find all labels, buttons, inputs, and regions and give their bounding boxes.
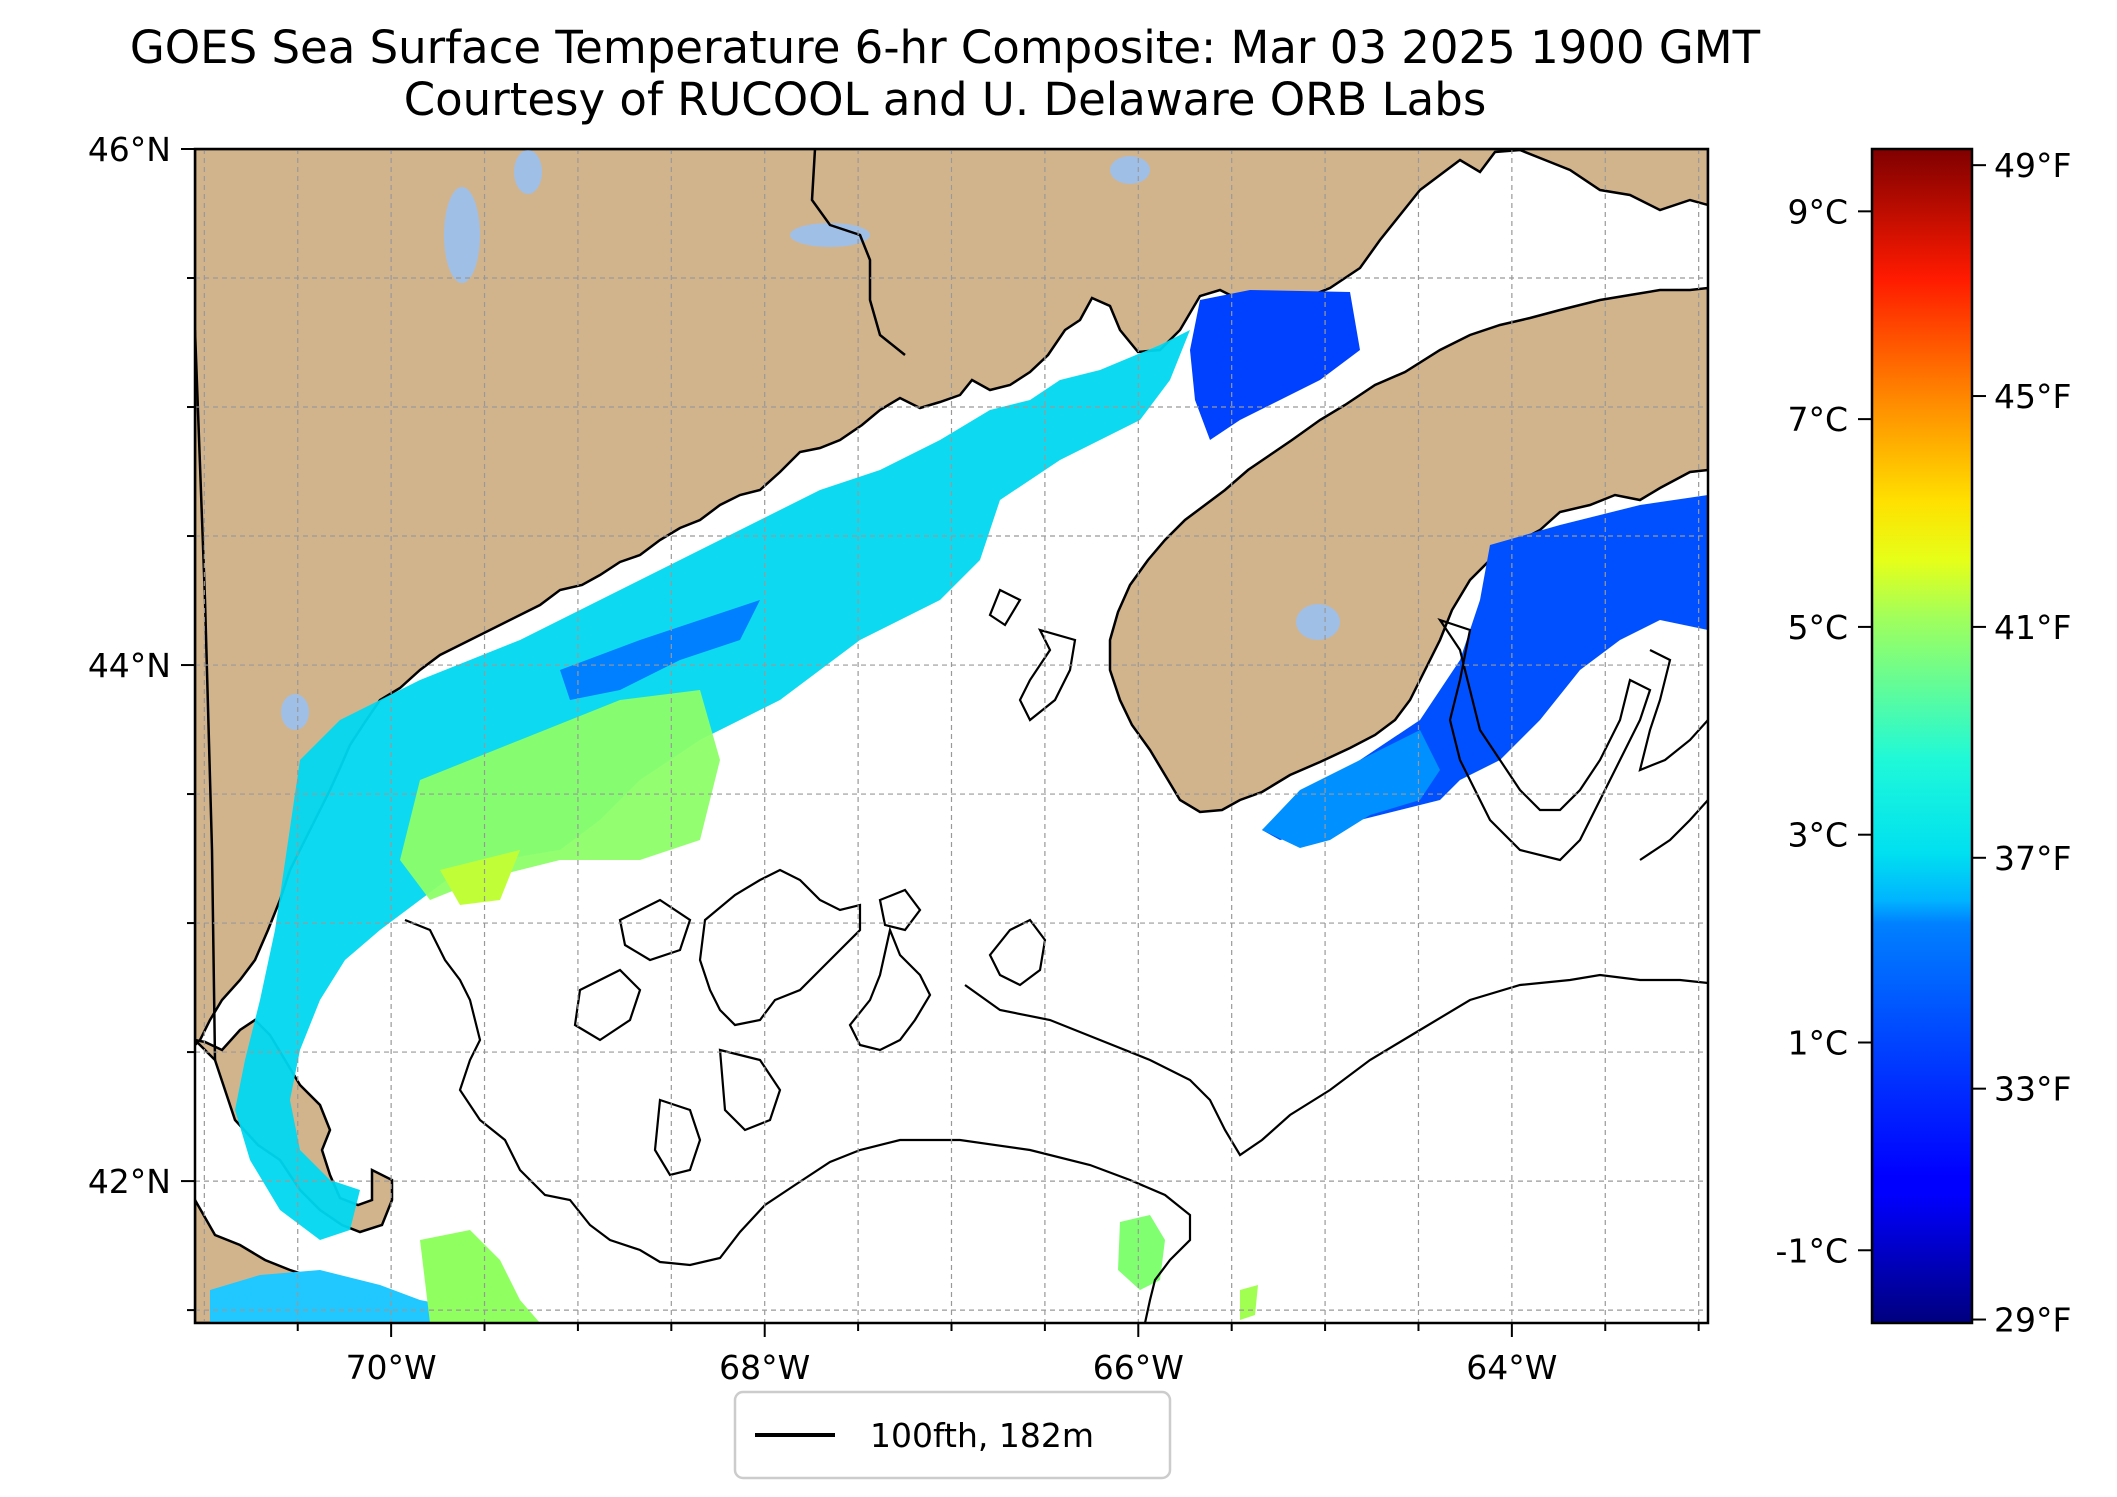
sst-warm-patch-green <box>400 690 720 900</box>
celsius-tick-label: 7°C <box>1787 400 1848 439</box>
map-subtitle: Courtesy of RUCOOL and U. Delaware ORB L… <box>403 73 1487 126</box>
state-boundary-west <box>195 329 217 1061</box>
sst-georges-bank-green <box>1118 1215 1165 1290</box>
map-title: GOES Sea Surface Temperature 6-hr Compos… <box>129 21 1761 74</box>
sst-nantucket-green <box>420 1230 540 1323</box>
lakes <box>281 150 1340 730</box>
lon-tick-label: 66°W <box>1093 1348 1184 1387</box>
lon-tick-label: 70°W <box>346 1348 437 1387</box>
celsius-tick-label: 9°C <box>1787 192 1848 231</box>
lon-tick-label: 68°W <box>719 1348 810 1387</box>
latitude-axis: 46°N 44°N 42°N <box>88 130 195 1312</box>
celsius-tick-label: -1°C <box>1776 1231 1848 1270</box>
colorbar-gradient <box>1870 147 1974 1325</box>
fahrenheit-tick-label: 29°F <box>1994 1301 2071 1340</box>
sst-yellow-green-patch <box>440 850 520 905</box>
land-nova-scotia <box>1108 286 1708 814</box>
sst-nova-scotia-shelf-lightblue <box>1262 730 1440 848</box>
sst-bay-of-fundy-blue <box>1190 290 1360 440</box>
celsius-tick-label: 3°C <box>1787 816 1848 855</box>
legend-box <box>733 1390 1172 1480</box>
map-panel <box>195 149 1708 1323</box>
sst-maine-blue-coastal <box>560 600 760 700</box>
colorbar-fahrenheit-ticks: 49°F 45°F 41°F 37°F 33°F 29°F <box>1972 146 2071 1340</box>
fahrenheit-tick-label: 33°F <box>1994 1070 2071 1109</box>
fahrenheit-tick-label: 45°F <box>1994 377 2071 416</box>
lon-tick-label: 64°W <box>1466 1348 1557 1387</box>
celsius-tick-label: 5°C <box>1787 608 1848 647</box>
isobath-100fth <box>404 588 1708 1323</box>
map-gridlines <box>195 149 1708 1323</box>
celsius-tick-label: 1°C <box>1787 1023 1848 1062</box>
fahrenheit-tick-label: 49°F <box>1994 146 2071 185</box>
lat-tick-label: 46°N <box>88 130 171 169</box>
colorbar-celsius-ticks: 9°C 7°C 5°C 3°C 1°C -1°C <box>1776 192 1872 1270</box>
longitude-axis: 70°W 68°W 66°W 64°W <box>296 1323 1700 1387</box>
sst-georges-small <box>1240 1285 1258 1320</box>
colorbar: 9°C 7°C 5°C 3°C 1°C -1°C 49°F 45°F 41°F 37°F 33°F… <box>1776 146 2072 1339</box>
fahrenheit-tick-label: 37°F <box>1994 839 2071 878</box>
state-boundary-north <box>810 149 906 356</box>
legend-entry-label: 100fth, 182m <box>870 1416 1094 1455</box>
lat-tick-label: 44°N <box>88 646 171 685</box>
fahrenheit-tick-label: 41°F <box>1994 608 2071 647</box>
legend: 100fth, 182m <box>733 1390 1172 1480</box>
lat-tick-label: 42°N <box>88 1162 171 1201</box>
